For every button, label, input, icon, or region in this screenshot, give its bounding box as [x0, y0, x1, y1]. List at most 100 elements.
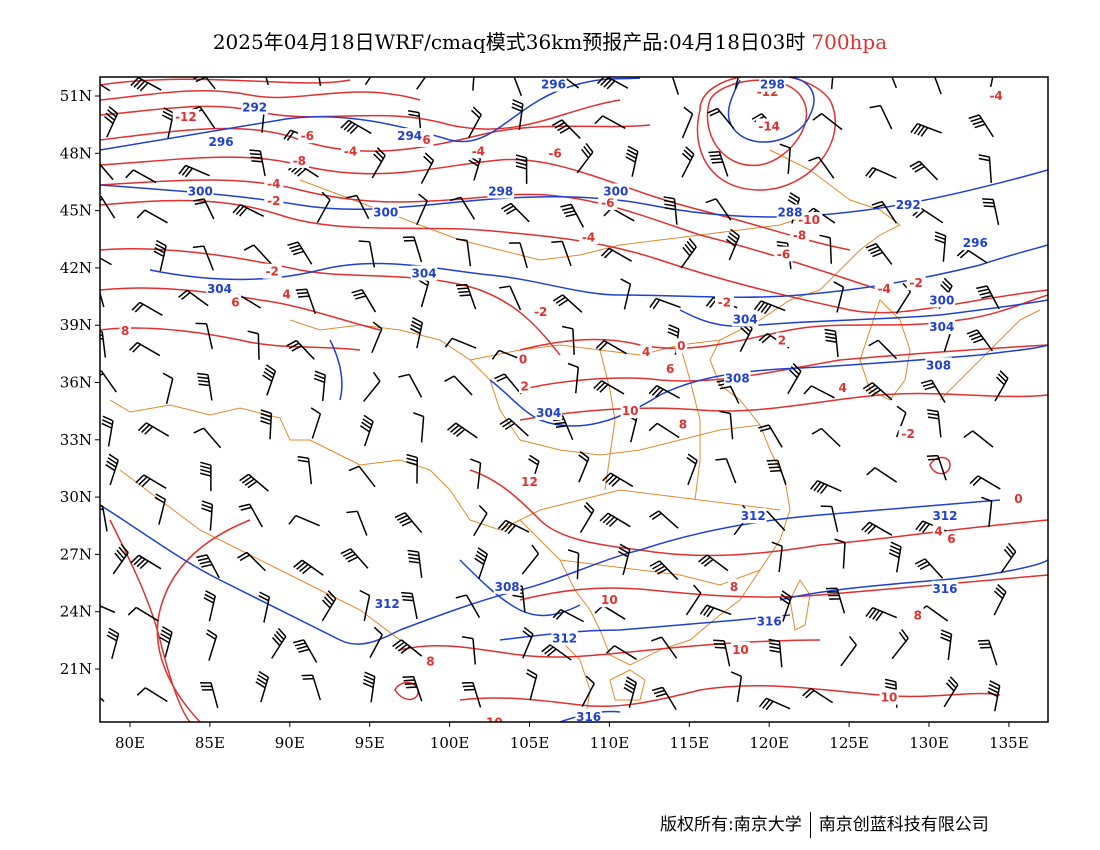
chart-title: 2025年04月18日WRF/cmaq模式36km预报产品:04月18日03时 7…: [0, 26, 1100, 55]
wind-barb: [196, 554, 220, 579]
contour-label: 304: [207, 282, 232, 296]
lon-tick-label: 135E: [989, 734, 1029, 752]
wind-barb: [321, 590, 337, 622]
contour-label-bg: [912, 607, 924, 623]
wind-barb: [100, 605, 116, 614]
wind-barb: [888, 541, 902, 573]
lon-tick-label: 120E: [749, 734, 789, 752]
contour-label-bg: [774, 246, 794, 262]
wind-barb: [237, 551, 266, 572]
wind-barb: [136, 209, 168, 224]
china-border: [109, 149, 901, 666]
wind-barb: [623, 676, 638, 708]
wind-barb: [363, 371, 381, 402]
temp-line: [459, 684, 1001, 708]
contour-label-bg: [879, 689, 899, 705]
wind-barb: [455, 594, 481, 618]
lat-tick-label: 42N: [60, 259, 92, 277]
wind-barb: [292, 639, 318, 663]
temp-line: [100, 199, 1048, 314]
lat-tick-label: 21N: [60, 660, 92, 678]
contour-label-bg: [986, 88, 1006, 103]
wind-barb: [803, 385, 835, 399]
wind-barb: [926, 454, 947, 481]
contour-label: 304: [929, 320, 954, 334]
contour-label: 6: [666, 362, 674, 376]
wind-barb: [594, 115, 626, 130]
geo-line: [779, 559, 1048, 601]
lat-tick-label: 27N: [60, 545, 92, 563]
wind-barb: [130, 554, 162, 570]
wind-barb: [719, 410, 734, 440]
contour-label: -4: [344, 144, 357, 158]
wind-barb: [402, 236, 423, 263]
temp-line: [706, 79, 808, 167]
wind-barb: [567, 362, 580, 394]
wind-barb: [768, 638, 783, 668]
wind-barb: [135, 474, 167, 489]
contour-label-bg: [602, 183, 630, 199]
wind-barb: [625, 145, 639, 177]
wind-barb: [914, 558, 944, 579]
wind-barb: [715, 458, 737, 484]
contour-label: 288: [777, 206, 802, 220]
lat-tick-label: 30N: [60, 488, 92, 506]
contour-label: 6: [231, 295, 239, 309]
wind-barb: [730, 671, 743, 703]
wind-barb: [420, 152, 435, 184]
contour-label-bg: [424, 653, 437, 669]
contour-label-bg: [714, 294, 734, 310]
wind-barb: [401, 591, 418, 620]
contour-label: 8: [121, 324, 129, 338]
wind-barb: [392, 639, 423, 657]
contour-label: 0: [519, 353, 527, 367]
contour-label-bg: [723, 370, 751, 386]
temp-line: [100, 287, 381, 331]
wind-barb: [497, 519, 530, 535]
contour-label: -12: [175, 110, 197, 124]
lon-tick-label: 85E: [195, 734, 225, 752]
wind-barb: [758, 697, 791, 711]
wind-barb: [909, 160, 939, 181]
korea-coast: [859, 299, 911, 401]
temperature-contour-lines: [100, 77, 1048, 722]
wind-barb: [295, 288, 317, 315]
temp-line: [109, 519, 191, 722]
wind-barb: [787, 362, 802, 395]
wind-barb: [671, 77, 680, 95]
wind-barb: [966, 329, 994, 352]
contour-label-bg: [928, 319, 956, 335]
contour-label: -4: [989, 89, 1002, 103]
contour-label: 4: [839, 381, 847, 395]
wind-barb: [561, 325, 575, 355]
lon-tick-label: 115E: [670, 734, 710, 752]
contour-label-bg: [172, 109, 200, 125]
wind-barb: [239, 473, 269, 492]
contour-label: 8: [914, 609, 922, 623]
contour-label: 304: [536, 406, 561, 420]
contour-label-bg: [739, 508, 767, 524]
wind-barb: [447, 422, 478, 439]
contour-label-bg: [487, 183, 514, 199]
contour-label-bg: [677, 416, 689, 432]
wind-barb: [129, 341, 161, 357]
wind-barb: [808, 156, 835, 179]
wind-barb: [579, 501, 595, 534]
wind-barb: [371, 147, 386, 179]
contour-label: 300: [188, 185, 213, 199]
wind-barb: [360, 414, 374, 447]
contour-label: -6: [548, 146, 561, 160]
wind-barb: [137, 422, 170, 437]
wind-barb: [193, 77, 216, 90]
contour-label-bg: [531, 303, 551, 319]
contour-label: 296: [209, 135, 234, 149]
contour-label-bg: [931, 508, 959, 524]
contour-label: 296: [963, 236, 988, 250]
contour-label: -2: [267, 194, 280, 208]
wind-barb: [201, 500, 214, 531]
wind-barb: [159, 626, 173, 658]
wind-barb: [866, 467, 898, 483]
contour-label: 0: [677, 339, 685, 353]
wind-barb: [232, 203, 264, 218]
temp-line: [100, 89, 421, 101]
